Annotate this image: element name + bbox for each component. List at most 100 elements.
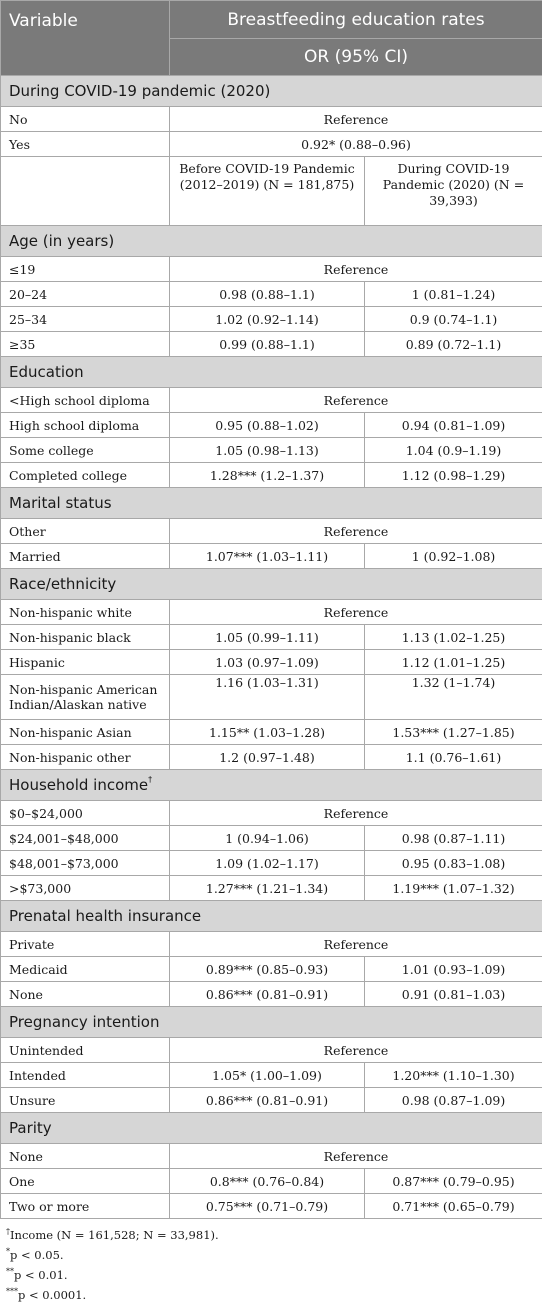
table-body: During COVID-19 pandemic (2020) No Refer…	[0, 75, 542, 1219]
empty-cell	[0, 156, 170, 226]
reference-value: Reference	[169, 387, 542, 413]
footnote-mark: †	[148, 775, 153, 784]
table-row: Non-hispanic Asian 1.15** (1.03–1.28) 1.53…	[0, 719, 542, 745]
table-row: Non-hispanic white Reference	[0, 599, 542, 625]
section-header: During COVID-19 pandemic (2020)	[0, 75, 542, 107]
section-header: Parity	[0, 1112, 542, 1144]
footnote-text: Income (N = 161,528; N = 33,981).	[10, 1228, 219, 1242]
before-value: 1 (0.94–1.06)	[169, 825, 365, 851]
table-row: Non-hispanic other 1.2 (0.97–1.48) 1.1 (0.…	[0, 744, 542, 770]
table-row: None 0.86*** (0.81–0.91) 0.91 (0.81–1.03)	[0, 981, 542, 1007]
row-label: Non-hispanic other	[0, 744, 170, 770]
reference-value: Reference	[169, 1037, 542, 1063]
before-value: 0.8*** (0.76–0.84)	[169, 1168, 365, 1194]
row-label: ≥35	[0, 331, 170, 357]
row-label: One	[0, 1168, 170, 1194]
during-value: 0.71*** (0.65–0.79)	[364, 1193, 542, 1219]
table-row: Some college 1.05 (0.98–1.13) 1.04 (0.9–1.…	[0, 437, 542, 463]
table-row: Hispanic 1.03 (0.97–1.09) 1.12 (1.01–1.25)	[0, 649, 542, 675]
table-row: No Reference	[0, 106, 542, 132]
section-title-text: Marital status	[9, 494, 112, 512]
footnote-text: p < 0.0001.	[18, 1288, 87, 1302]
during-value: 1.13 (1.02–1.25)	[364, 624, 542, 650]
table-row: Unsure 0.86*** (0.81–0.91) 0.98 (0.87–1.09…	[0, 1087, 542, 1113]
row-label: Two or more	[0, 1193, 170, 1219]
variable-header: Variable	[0, 0, 170, 76]
during-value: 0.98 (0.87–1.09)	[364, 1087, 542, 1113]
during-value: 0.95 (0.83–1.08)	[364, 850, 542, 876]
section-title: Pregnancy intention	[0, 1006, 542, 1038]
table-row: Yes 0.92* (0.88–0.96)	[0, 131, 542, 157]
during-value: 1.20*** (1.10–1.30)	[364, 1062, 542, 1088]
section-title-text: Age (in years)	[9, 232, 115, 250]
row-label: $0–$24,000	[0, 800, 170, 826]
table-row: <High school diploma Reference	[0, 387, 542, 413]
reference-value: Reference	[169, 256, 542, 282]
section-title: Marital status	[0, 487, 542, 519]
footnote-mark: **	[6, 1267, 14, 1276]
during-value: 0.98 (0.87–1.11)	[364, 825, 542, 851]
footnote: *p < 0.05.	[6, 1248, 64, 1263]
row-label: High school diploma	[0, 412, 170, 438]
table-row: Private Reference	[0, 931, 542, 957]
reference-value: Reference	[169, 931, 542, 957]
row-label: Yes	[0, 131, 170, 157]
table-row: One 0.8*** (0.76–0.84) 0.87*** (0.79–0.95)	[0, 1168, 542, 1194]
table-row: Unintended Reference	[0, 1037, 542, 1063]
before-value: 0.98 (0.88–1.1)	[169, 281, 365, 307]
section-title-text: Race/ethnicity	[9, 575, 117, 593]
row-label: Unsure	[0, 1087, 170, 1113]
during-value: 1.32 (1–1.74)	[364, 674, 542, 720]
before-value: 0.86*** (0.81–0.91)	[169, 1087, 365, 1113]
row-label: Non-hispanic black	[0, 624, 170, 650]
row-label: Hispanic	[0, 649, 170, 675]
section-title: Household income†	[0, 769, 542, 801]
table-row: 25–34 1.02 (0.92–1.14) 0.9 (0.74–1.1)	[0, 306, 542, 332]
row-label: Married	[0, 543, 170, 569]
section-title: During COVID-19 pandemic (2020)	[0, 75, 542, 107]
section-title: Race/ethnicity	[0, 568, 542, 600]
reference-value: Reference	[169, 800, 542, 826]
section-header: Pregnancy intention	[0, 1006, 542, 1038]
during-value: 0.91 (0.81–1.03)	[364, 981, 542, 1007]
section-title-text: Pregnancy intention	[9, 1013, 160, 1031]
section-header: Marital status	[0, 487, 542, 519]
row-label: Non-hispanic American Indian/Alaskan nat…	[0, 674, 170, 720]
before-value: 1.05 (0.99–1.11)	[169, 624, 365, 650]
row-value: 0.92* (0.88–0.96)	[169, 131, 542, 157]
before-value: 0.95 (0.88–1.02)	[169, 412, 365, 438]
footnote: ***p < 0.0001.	[6, 1288, 87, 1303]
reference-value: Reference	[169, 518, 542, 544]
section-header: Race/ethnicity	[0, 568, 542, 600]
before-value: 1.07*** (1.03–1.11)	[169, 543, 365, 569]
reference-value: Reference	[169, 1143, 542, 1169]
during-value: 1 (0.81–1.24)	[364, 281, 542, 307]
row-label: No	[0, 106, 170, 132]
row-label: 20–24	[0, 281, 170, 307]
during-value: 1.12 (0.98–1.29)	[364, 462, 542, 488]
during-value: 1.19*** (1.07–1.32)	[364, 875, 542, 901]
during-value: 1.53*** (1.27–1.85)	[364, 719, 542, 745]
table-row: Completed college 1.28*** (1.2–1.37) 1.12 …	[0, 462, 542, 488]
or-ci-header: OR (95% CI)	[169, 38, 542, 76]
table-row: $24,001–$48,000 1 (0.94–1.06) 0.98 (0.87–1…	[0, 825, 542, 851]
row-value: Reference	[169, 106, 542, 132]
row-label: Unintended	[0, 1037, 170, 1063]
table-row: >$73,000 1.27*** (1.21–1.34) 1.19*** (1.07…	[0, 875, 542, 901]
table-row: 20–24 0.98 (0.88–1.1) 1 (0.81–1.24)	[0, 281, 542, 307]
period-during-header: During COVID-19 Pandemic (2020) (N = 39,…	[364, 156, 542, 226]
section-title-text: Education	[9, 363, 84, 381]
row-label: ≤19	[0, 256, 170, 282]
row-label: None	[0, 981, 170, 1007]
table-row: ≤19 Reference	[0, 256, 542, 282]
table-row: ≥35 0.99 (0.88–1.1) 0.89 (0.72–1.1)	[0, 331, 542, 357]
before-value: 0.89*** (0.85–0.93)	[169, 956, 365, 982]
row-label: Private	[0, 931, 170, 957]
section-header: Education	[0, 356, 542, 388]
row-label: Other	[0, 518, 170, 544]
section-title-text: Prenatal health insurance	[9, 907, 202, 925]
results-table: Variable Breastfeeding education rates O…	[0, 0, 542, 1219]
section-header: Household income†	[0, 769, 542, 801]
footnote: †Income (N = 161,528; N = 33,981).	[6, 1228, 219, 1243]
before-value: 1.05 (0.98–1.13)	[169, 437, 365, 463]
